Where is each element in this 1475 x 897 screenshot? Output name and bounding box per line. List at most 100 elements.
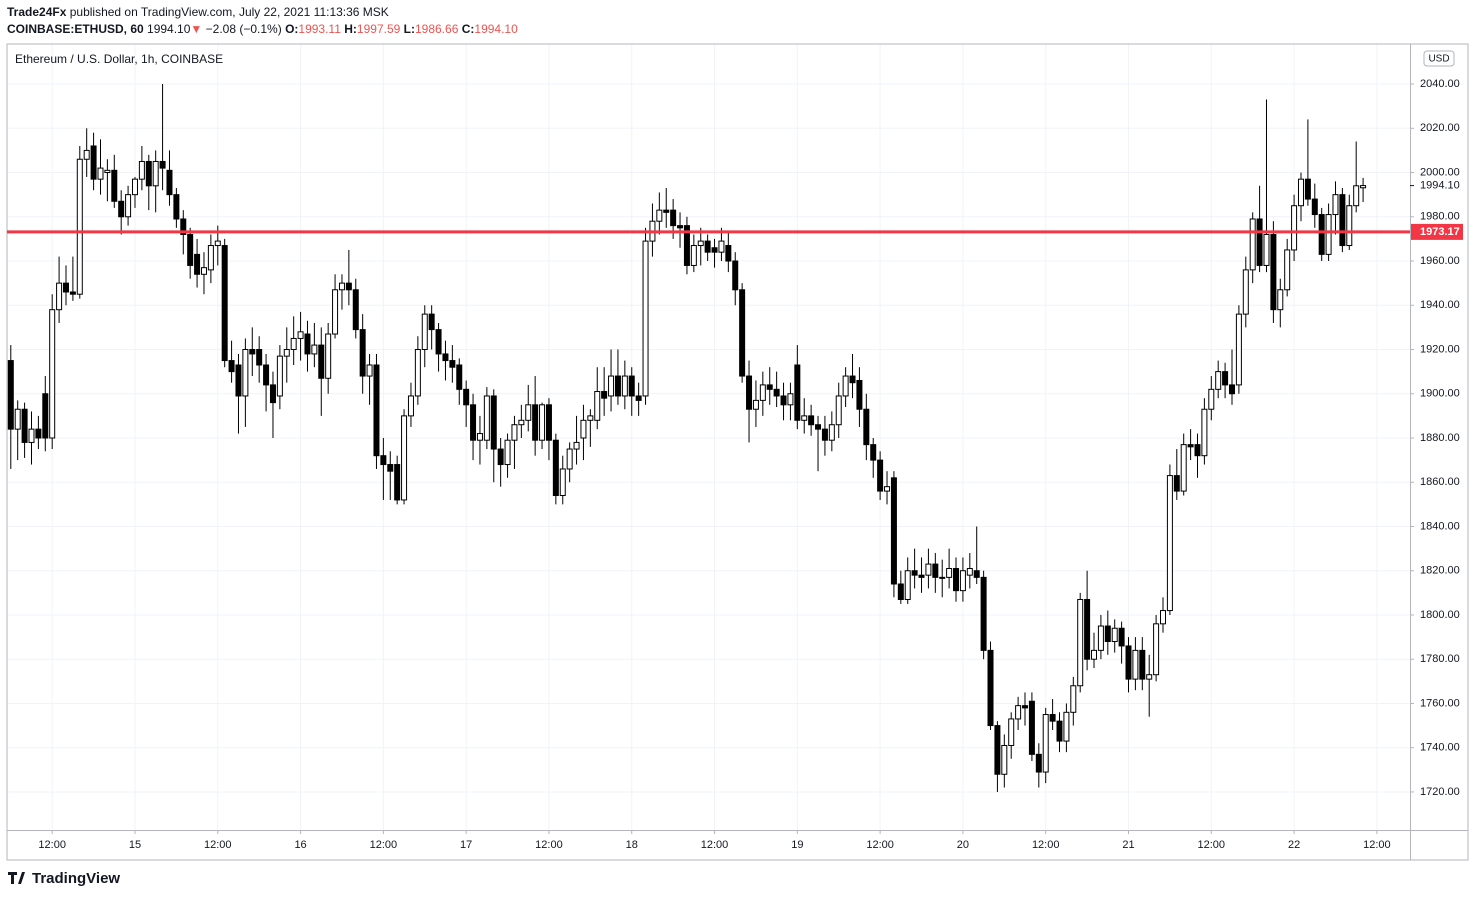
candle-body bbox=[704, 240, 711, 253]
logo-text: TradingView bbox=[32, 870, 120, 887]
candle-body bbox=[897, 583, 904, 600]
currency-box bbox=[1423, 50, 1455, 67]
candle-body bbox=[1001, 744, 1008, 775]
candle-body bbox=[815, 424, 822, 430]
candle-body bbox=[1118, 627, 1125, 647]
candle-body bbox=[504, 439, 511, 466]
candle-body bbox=[256, 349, 263, 366]
candle-body bbox=[345, 282, 352, 291]
candle-body bbox=[194, 253, 201, 275]
candle-body bbox=[973, 570, 980, 578]
change: −2.08 (−0.1%) bbox=[205, 22, 282, 36]
y-tick-label: 2020.00 bbox=[1420, 122, 1460, 134]
candle-body bbox=[718, 240, 725, 253]
candle-body bbox=[1180, 444, 1187, 492]
candle-body bbox=[1291, 205, 1298, 251]
candle-body bbox=[1022, 705, 1029, 709]
candle-body bbox=[235, 364, 242, 397]
candle-body bbox=[1008, 718, 1015, 746]
x-tick-label: 12:00 bbox=[1198, 839, 1226, 851]
candle-body bbox=[670, 209, 677, 227]
candle-body bbox=[401, 415, 408, 501]
candle-body bbox=[780, 395, 787, 406]
candle-body bbox=[752, 399, 759, 410]
y-tick-label: 1940.00 bbox=[1420, 299, 1460, 311]
candle-body bbox=[173, 194, 180, 220]
y-tick-label: 1720.00 bbox=[1420, 786, 1460, 798]
x-tick-label: 12:00 bbox=[204, 839, 232, 851]
candle-body bbox=[1242, 269, 1249, 315]
candle-body bbox=[104, 169, 111, 174]
candle-body bbox=[131, 178, 138, 196]
candle-body bbox=[842, 375, 849, 397]
symbol: COINBASE:ETHUSD, 60 bbox=[7, 22, 144, 36]
candle-body bbox=[925, 563, 932, 576]
candle-body bbox=[1097, 625, 1104, 651]
candle-body bbox=[359, 329, 366, 377]
candle-body bbox=[125, 194, 132, 218]
candle-body bbox=[394, 464, 401, 501]
candle-body bbox=[1263, 233, 1270, 266]
candle-body bbox=[863, 408, 870, 446]
candle-body bbox=[497, 448, 504, 466]
candle-body bbox=[663, 209, 670, 213]
author: Trade24Fx bbox=[7, 5, 67, 19]
candle-body bbox=[28, 428, 35, 443]
candle-body bbox=[21, 408, 28, 443]
candle-body bbox=[732, 260, 739, 291]
candle-body bbox=[614, 375, 621, 397]
o-value: 1993.11 bbox=[298, 22, 341, 36]
candle-body bbox=[939, 576, 946, 579]
legend-title: Ethereum / U.S. Dollar, 1h, COINBASE bbox=[15, 52, 223, 66]
candle-body bbox=[683, 225, 690, 266]
candle-body bbox=[35, 428, 42, 439]
y-tick-label: 1920.00 bbox=[1420, 343, 1460, 355]
candle-body bbox=[1332, 194, 1339, 216]
candle-body bbox=[545, 404, 552, 441]
candle-body bbox=[884, 486, 891, 492]
h-label: H: bbox=[344, 22, 357, 36]
candle-body bbox=[573, 441, 580, 450]
candle-body bbox=[463, 388, 470, 406]
candle-body bbox=[476, 433, 483, 441]
candle-body bbox=[635, 395, 642, 401]
candle-body bbox=[994, 725, 1001, 775]
candle-body bbox=[297, 331, 304, 339]
candle-body bbox=[773, 388, 780, 397]
y-tick-label: 1820.00 bbox=[1420, 565, 1460, 577]
candle-body bbox=[421, 313, 428, 351]
x-tick-label: 12:00 bbox=[370, 839, 398, 851]
candle-body bbox=[49, 309, 56, 439]
candle-body bbox=[62, 282, 69, 293]
candle-body bbox=[1084, 598, 1091, 660]
o-label: O: bbox=[285, 22, 299, 36]
candle-body bbox=[1325, 214, 1332, 255]
candle-body bbox=[808, 415, 815, 426]
candle-body bbox=[290, 337, 297, 351]
candle-body bbox=[1070, 685, 1077, 713]
candle-body bbox=[1173, 475, 1180, 492]
candle-body bbox=[759, 384, 766, 401]
candle-body bbox=[166, 169, 173, 196]
candle-body bbox=[711, 247, 718, 253]
candle-body bbox=[90, 145, 97, 180]
candle-body bbox=[1194, 444, 1201, 457]
candle-body bbox=[42, 393, 49, 439]
candle-body bbox=[97, 167, 104, 180]
frame bbox=[6, 43, 1469, 861]
candle-body bbox=[414, 349, 421, 397]
candle-body bbox=[739, 289, 746, 377]
x-tick-label: 16 bbox=[294, 839, 306, 851]
candle-body bbox=[1187, 444, 1194, 448]
candle-body bbox=[1063, 711, 1070, 742]
candle-body bbox=[69, 291, 76, 295]
candle-body bbox=[442, 353, 449, 362]
candle-body bbox=[1160, 610, 1167, 625]
candle-body bbox=[366, 364, 373, 377]
candle-body bbox=[7, 360, 14, 430]
candle-body bbox=[890, 477, 897, 585]
candle-body bbox=[580, 419, 587, 439]
x-tick-label: 12:00 bbox=[38, 839, 66, 851]
candle-body bbox=[787, 393, 794, 406]
